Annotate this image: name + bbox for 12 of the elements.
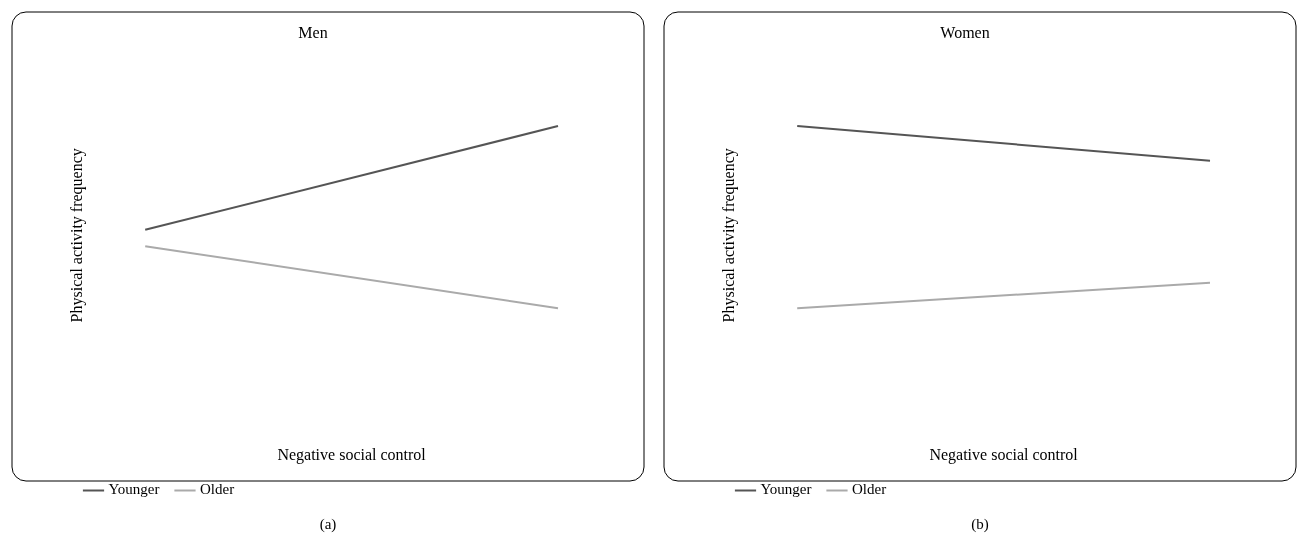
y-axis-title: Physical activity frequency bbox=[67, 148, 86, 323]
legend-label: Younger bbox=[108, 481, 160, 498]
legend-label: Older bbox=[199, 481, 235, 498]
legend-label: Older bbox=[851, 481, 887, 498]
text: (b) bbox=[970, 516, 990, 533]
text: (a) bbox=[318, 516, 338, 533]
y-axis-title: Physical activity frequency bbox=[719, 148, 738, 323]
legend-label: Younger bbox=[760, 481, 812, 498]
x-axis-title: Negative social control bbox=[929, 445, 1079, 464]
chart-title: Women bbox=[940, 23, 990, 41]
chart-title: Men bbox=[298, 23, 328, 41]
x-axis-title: Negative social control bbox=[277, 445, 427, 464]
